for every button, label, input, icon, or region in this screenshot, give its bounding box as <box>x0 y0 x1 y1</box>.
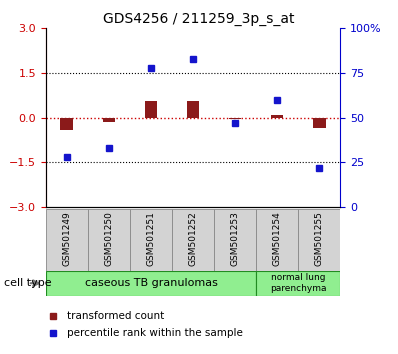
Bar <box>313 118 326 128</box>
Bar <box>271 115 283 118</box>
Bar <box>256 271 340 296</box>
Bar <box>229 118 242 119</box>
Text: GSM501253: GSM501253 <box>230 211 240 266</box>
Bar <box>256 209 298 271</box>
Text: GSM501254: GSM501254 <box>273 211 282 266</box>
Text: percentile rank within the sample: percentile rank within the sample <box>67 329 243 338</box>
Bar <box>60 118 73 130</box>
Bar <box>144 101 157 118</box>
Bar <box>46 271 256 296</box>
Bar <box>130 209 172 271</box>
Text: GDS4256 / 211259_3p_s_at: GDS4256 / 211259_3p_s_at <box>103 12 295 27</box>
Bar <box>103 118 115 122</box>
Text: GSM501255: GSM501255 <box>315 211 324 266</box>
Text: GSM501249: GSM501249 <box>62 211 71 266</box>
Bar <box>172 209 214 271</box>
Text: GSM501252: GSM501252 <box>189 211 197 266</box>
Text: GSM501250: GSM501250 <box>104 211 113 266</box>
Bar <box>46 209 88 271</box>
Text: transformed count: transformed count <box>67 311 164 321</box>
Bar <box>187 101 199 118</box>
Text: caseous TB granulomas: caseous TB granulomas <box>84 278 217 288</box>
Bar <box>298 209 340 271</box>
Bar <box>214 209 256 271</box>
Bar <box>88 209 130 271</box>
Text: normal lung
parenchyma: normal lung parenchyma <box>270 274 326 293</box>
Text: GSM501251: GSM501251 <box>146 211 156 266</box>
Text: cell type: cell type <box>4 278 52 288</box>
